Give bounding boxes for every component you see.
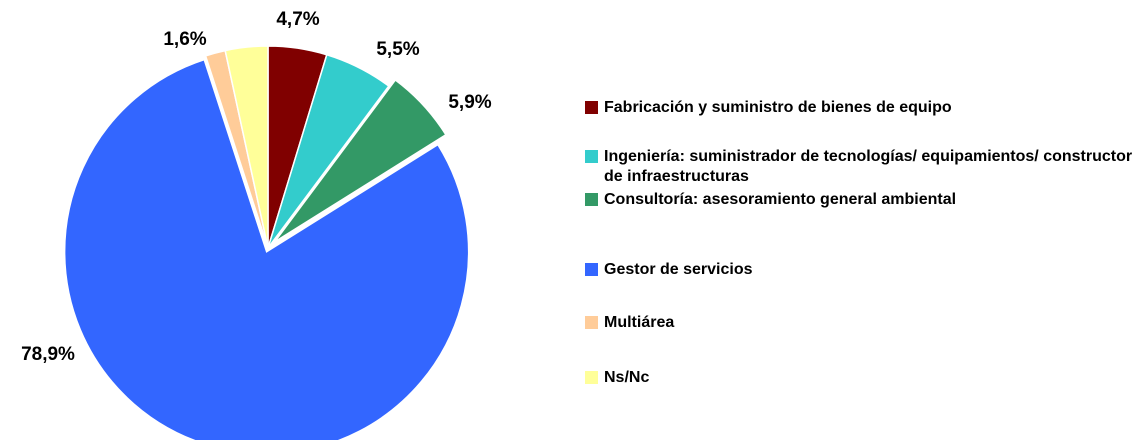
legend-label: Ingeniería: suministrador de tecnologías…: [604, 148, 1133, 185]
pie-slice: [224, 45, 269, 249]
legend-item: Consultoría: asesoramiento general ambie…: [585, 190, 1140, 210]
legend-label: Consultoría: asesoramiento general ambie…: [604, 191, 957, 208]
pie-slice: [274, 78, 447, 243]
value-label: 5,9%: [448, 92, 491, 113]
legend-swatch: [585, 316, 598, 329]
value-label: 5,5%: [376, 39, 419, 60]
legend-item: Ingeniería: suministrador de tecnologías…: [585, 147, 1140, 187]
legend-label: Gestor de servicios: [604, 261, 753, 278]
legend-label: Multiárea: [604, 314, 675, 331]
pie-slice: [267, 53, 390, 249]
legend-item: Gestor de servicios: [585, 260, 1140, 280]
legend-item: Multiárea: [585, 313, 1140, 333]
legend-swatch: [585, 150, 598, 163]
legend-swatch: [585, 263, 598, 276]
value-label: 1,6%: [163, 29, 206, 50]
legend-label: Fabricación y suministro de bienes de eq…: [604, 99, 952, 116]
legend-item: Ns/Nc: [585, 368, 1140, 388]
value-label: 78,9%: [21, 344, 75, 365]
value-label: 4,7%: [276, 9, 319, 30]
legend-swatch: [585, 101, 598, 114]
legend-item: Fabricación y suministro de bienes de eq…: [585, 98, 1140, 118]
legend-swatch: [585, 193, 598, 206]
legend-label: Ns/Nc: [604, 369, 650, 386]
pie-slice: [63, 58, 470, 440]
legend-swatch: [585, 371, 598, 384]
